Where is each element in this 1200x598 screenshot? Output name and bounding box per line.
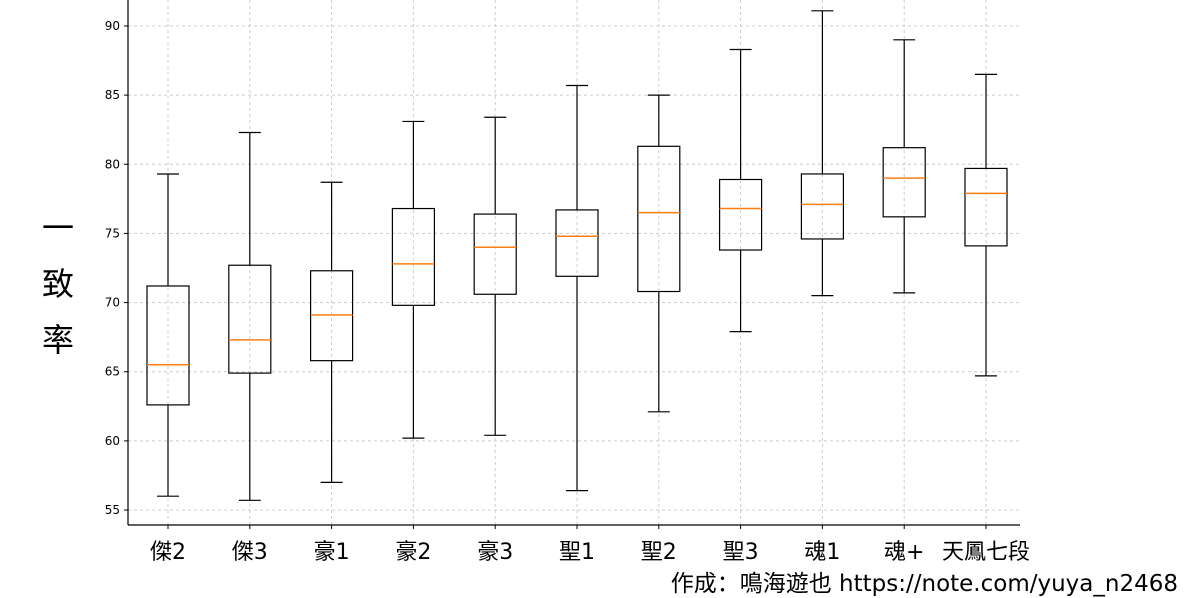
x-tick-label: 天鳳七段: [942, 540, 1030, 565]
box-iqr: [391, 207, 435, 306]
y-axis-label-char: 率: [41, 321, 74, 359]
x-tick-label: 魂1: [804, 540, 840, 565]
box-iqr: [637, 145, 681, 293]
box-iqr: [800, 173, 845, 240]
x-tick-label: 魂+: [884, 540, 924, 565]
x-tick-label: 豪1: [314, 540, 350, 565]
y-tick-label: 90: [105, 19, 120, 33]
y-tick-label: 55: [105, 503, 120, 517]
x-tick-label: 豪2: [395, 540, 431, 565]
x-tick-label: 聖3: [723, 540, 759, 565]
y-axis-label-char: 致: [41, 265, 74, 303]
box-iqr: [964, 167, 1008, 247]
box-iqr: [718, 178, 763, 251]
credit-text: 作成：鳴海遊也 https://note.com/yuya_n2468: [670, 571, 1178, 597]
y-axis-label: 一 致 率: [38, 200, 78, 368]
x-tick-label: 聖1: [559, 540, 595, 565]
x-tick-label: 傑2: [150, 540, 186, 565]
x-tick-label: 豪3: [477, 540, 513, 565]
box-iqr: [555, 209, 599, 277]
x-tick-label: 傑3: [232, 540, 268, 565]
box-iqr: [882, 147, 926, 218]
box-iqr: [473, 213, 517, 295]
y-axis-label-char: 一: [41, 209, 74, 247]
box-iqr: [228, 264, 272, 374]
y-tick-label: 60: [105, 434, 120, 448]
y-tick-label: 80: [105, 157, 120, 171]
y-tick-label: 85: [105, 88, 120, 102]
x-tick-label: 聖2: [641, 540, 677, 565]
y-tick-label: 70: [105, 296, 120, 310]
y-tick-label: 65: [105, 365, 120, 379]
y-tick-label: 75: [105, 226, 120, 240]
box-iqr: [146, 285, 190, 406]
